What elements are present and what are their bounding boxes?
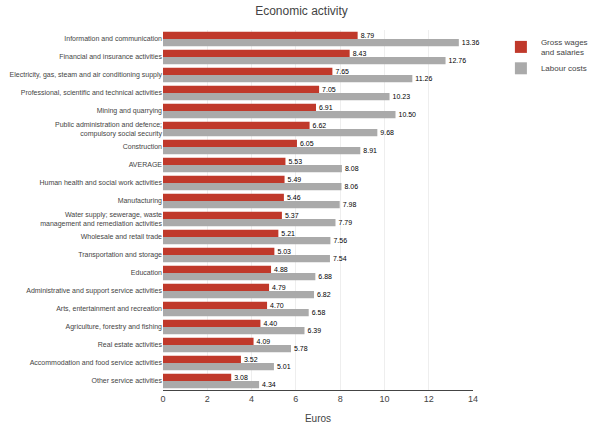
svg-text:5.49: 5.49 bbox=[288, 176, 302, 183]
svg-text:6.88: 6.88 bbox=[318, 273, 332, 280]
svg-text:Financial and insurance activi: Financial and insurance activities bbox=[59, 53, 162, 60]
svg-text:Real estate activities: Real estate activities bbox=[98, 341, 163, 348]
svg-text:4.09: 4.09 bbox=[257, 338, 271, 345]
svg-text:12: 12 bbox=[424, 394, 434, 404]
svg-text:3.08: 3.08 bbox=[234, 374, 248, 381]
svg-text:7.56: 7.56 bbox=[333, 237, 347, 244]
svg-text:Gross wagesand salaries: Gross wagesand salaries bbox=[541, 38, 588, 57]
svg-text:Other service activities: Other service activities bbox=[92, 377, 163, 384]
svg-text:5.53: 5.53 bbox=[288, 158, 302, 165]
svg-text:6.91: 6.91 bbox=[319, 104, 333, 111]
svg-text:7.65: 7.65 bbox=[335, 68, 349, 75]
svg-text:9.68: 9.68 bbox=[380, 129, 394, 136]
svg-text:6.58: 6.58 bbox=[312, 309, 326, 316]
svg-text:Administrative and support ser: Administrative and support service activ… bbox=[26, 287, 162, 295]
svg-text:4.88: 4.88 bbox=[274, 266, 288, 273]
svg-text:5.01: 5.01 bbox=[277, 363, 291, 370]
svg-text:5.03: 5.03 bbox=[277, 248, 291, 255]
svg-text:Agriculture, forestry and fish: Agriculture, forestry and fishing bbox=[66, 323, 163, 331]
svg-text:11.26: 11.26 bbox=[415, 75, 432, 82]
svg-text:6: 6 bbox=[293, 394, 298, 404]
svg-text:Electricity, gas, steam and ai: Electricity, gas, steam and air conditio… bbox=[10, 71, 163, 79]
svg-text:5.46: 5.46 bbox=[287, 194, 301, 201]
svg-text:6.39: 6.39 bbox=[307, 327, 321, 334]
svg-text:Accommodation and food service: Accommodation and food service activitie… bbox=[30, 359, 163, 366]
svg-text:13.36: 13.36 bbox=[462, 39, 480, 46]
svg-text:Human health and social work a: Human health and social work activities bbox=[39, 179, 162, 186]
svg-text:4: 4 bbox=[249, 394, 254, 404]
svg-text:7.79: 7.79 bbox=[338, 219, 352, 226]
svg-text:Education: Education bbox=[131, 269, 162, 276]
svg-text:Water supply; sewerage, wastem: Water supply; sewerage, wastemanagement … bbox=[40, 211, 162, 228]
svg-text:5.78: 5.78 bbox=[294, 345, 308, 352]
svg-text:10.50: 10.50 bbox=[399, 111, 417, 118]
svg-text:5.21: 5.21 bbox=[281, 230, 295, 237]
svg-text:14: 14 bbox=[468, 394, 478, 404]
svg-text:3.52: 3.52 bbox=[244, 356, 258, 363]
svg-text:Economic activity: Economic activity bbox=[255, 4, 348, 18]
svg-text:Mining and quarrying: Mining and quarrying bbox=[97, 107, 162, 115]
svg-text:8.08: 8.08 bbox=[345, 165, 359, 172]
svg-text:4.34: 4.34 bbox=[262, 381, 276, 388]
svg-text:Euros: Euros bbox=[305, 413, 331, 424]
svg-text:6.82: 6.82 bbox=[317, 291, 331, 298]
svg-text:2: 2 bbox=[205, 394, 210, 404]
svg-text:12.76: 12.76 bbox=[449, 57, 467, 64]
svg-text:7.98: 7.98 bbox=[343, 201, 357, 208]
svg-text:Arts, entertainment and recrea: Arts, entertainment and recreation bbox=[56, 305, 162, 312]
svg-text:8: 8 bbox=[338, 394, 343, 404]
svg-text:Labour costs: Labour costs bbox=[541, 64, 587, 73]
svg-text:Manufacturing: Manufacturing bbox=[118, 197, 162, 205]
svg-text:5.37: 5.37 bbox=[285, 212, 299, 219]
svg-text:6.62: 6.62 bbox=[313, 122, 327, 129]
svg-text:8.79: 8.79 bbox=[361, 32, 375, 39]
svg-text:Construction: Construction bbox=[123, 143, 162, 150]
svg-text:Public administration and defe: Public administration and defence;compul… bbox=[55, 121, 163, 138]
svg-text:7.54: 7.54 bbox=[333, 255, 347, 262]
svg-text:Professional, scientific and t: Professional, scientific and technical a… bbox=[21, 89, 163, 96]
svg-text:Transportation and storage: Transportation and storage bbox=[78, 251, 162, 259]
svg-text:Information and communication: Information and communication bbox=[64, 35, 162, 42]
svg-text:4.40: 4.40 bbox=[263, 320, 277, 327]
svg-text:Wholesale and retail trade: Wholesale and retail trade bbox=[81, 233, 162, 240]
svg-text:10: 10 bbox=[379, 394, 389, 404]
svg-text:8.06: 8.06 bbox=[344, 183, 358, 190]
svg-text:8.91: 8.91 bbox=[363, 147, 377, 154]
svg-text:4.70: 4.70 bbox=[270, 302, 284, 309]
svg-text:6.05: 6.05 bbox=[300, 140, 314, 147]
svg-text:7.05: 7.05 bbox=[322, 86, 336, 93]
svg-text:4.79: 4.79 bbox=[272, 284, 286, 291]
svg-text:AVERAGE: AVERAGE bbox=[129, 161, 163, 168]
svg-text:0: 0 bbox=[160, 394, 165, 404]
svg-text:10.23: 10.23 bbox=[393, 93, 411, 100]
svg-text:8.43: 8.43 bbox=[353, 50, 367, 57]
